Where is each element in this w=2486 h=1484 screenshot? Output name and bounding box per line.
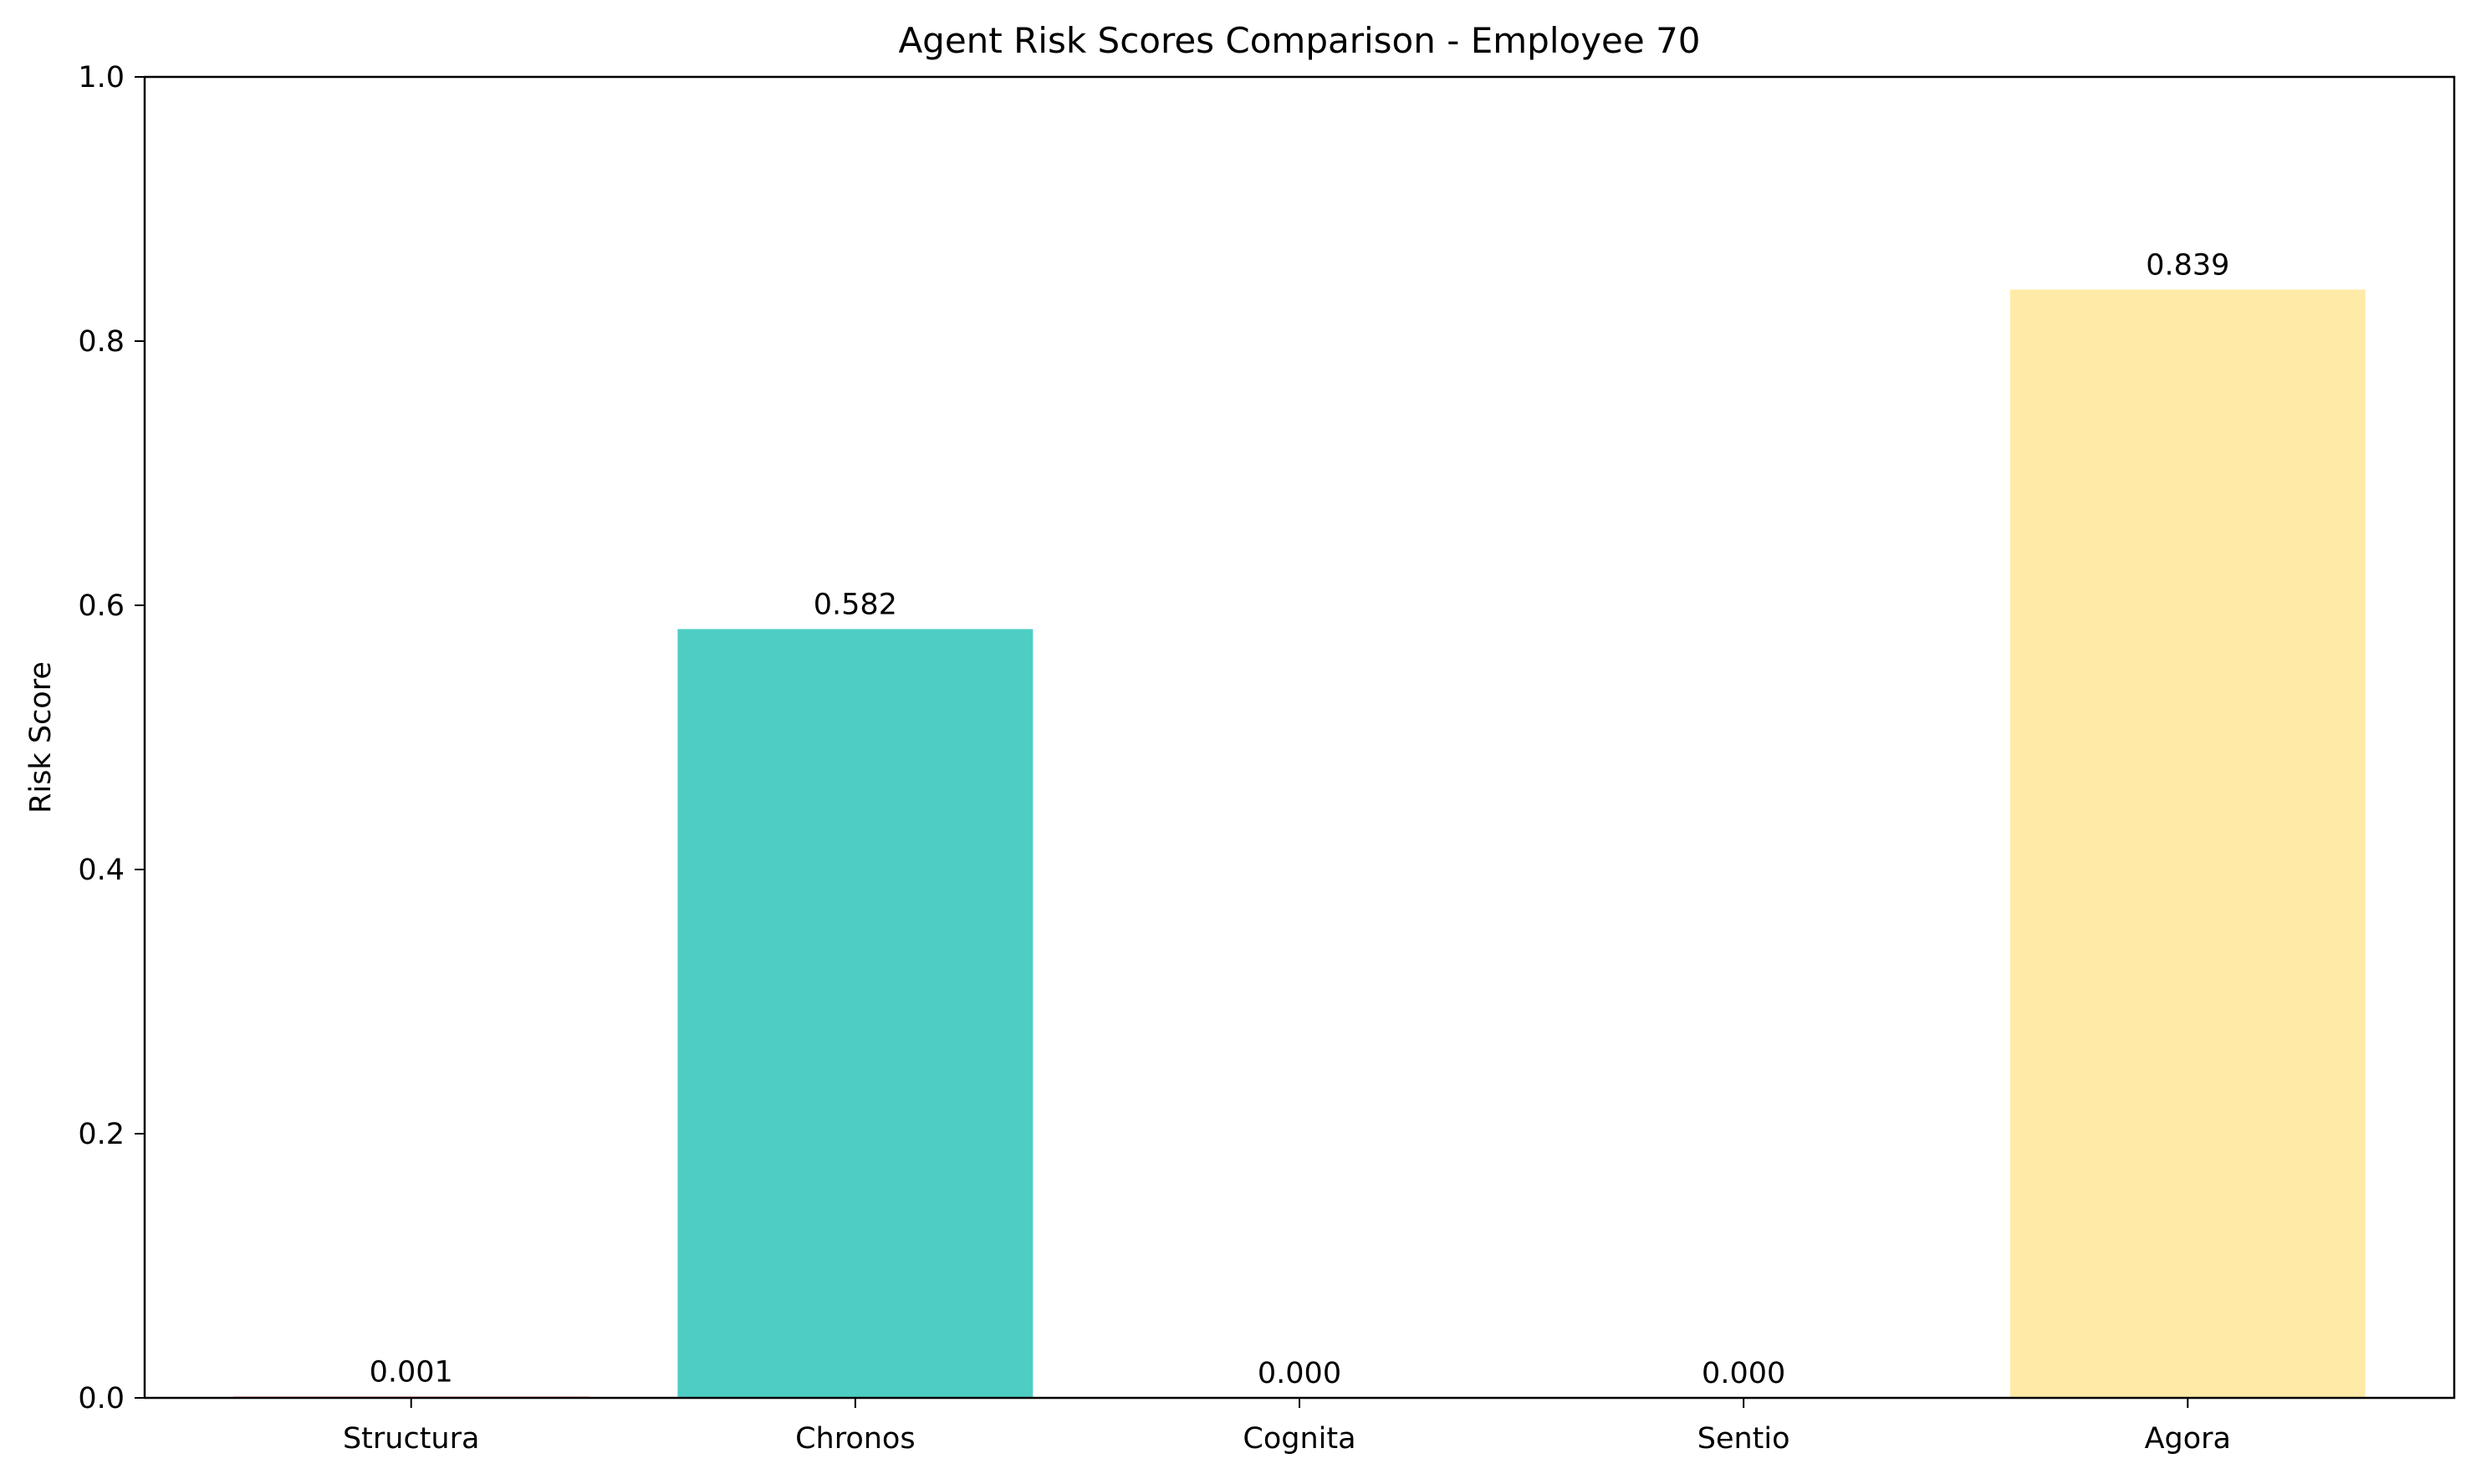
y-tick-label: 0.6 (78, 589, 125, 623)
bar-chronos (677, 629, 1034, 1398)
value-labels-layer: 0.001 0.582 0.000 0.000 0.839 (370, 248, 2230, 1390)
y-tick-label: 0.8 (78, 325, 125, 359)
plot-frame (143, 75, 2456, 1400)
y-tick-label: 1.0 (78, 61, 125, 94)
bar-agora (2009, 289, 2366, 1398)
value-label-structura: 0.001 (370, 1355, 453, 1389)
value-label-sentio: 0.000 (1702, 1357, 1785, 1390)
bars-layer (233, 289, 2366, 1398)
value-label-agora: 0.839 (2146, 248, 2229, 282)
x-tick-label-cognita: Cognita (1243, 1422, 1355, 1456)
x-tick-label-sentio: Sentio (1697, 1422, 1790, 1456)
x-tick-label-structura: Structura (343, 1422, 480, 1456)
x-tick-label-agora: Agora (2145, 1422, 2231, 1456)
chart-title: Agent Risk Scores Comparison - Employee … (898, 20, 1700, 61)
y-tick-label: 0.0 (78, 1382, 125, 1415)
y-tick-label: 0.2 (78, 1118, 125, 1151)
axes-layer: Structura Chronos Cognita Sentio Agora 0.0 0.2… (78, 61, 2456, 1456)
value-label-chronos: 0.582 (814, 588, 897, 621)
x-tick-label-chronos: Chronos (795, 1422, 916, 1456)
value-label-cognita: 0.000 (1258, 1357, 1341, 1390)
y-tick-label: 0.4 (78, 854, 125, 887)
y-axis-label: Risk Score (24, 661, 58, 813)
